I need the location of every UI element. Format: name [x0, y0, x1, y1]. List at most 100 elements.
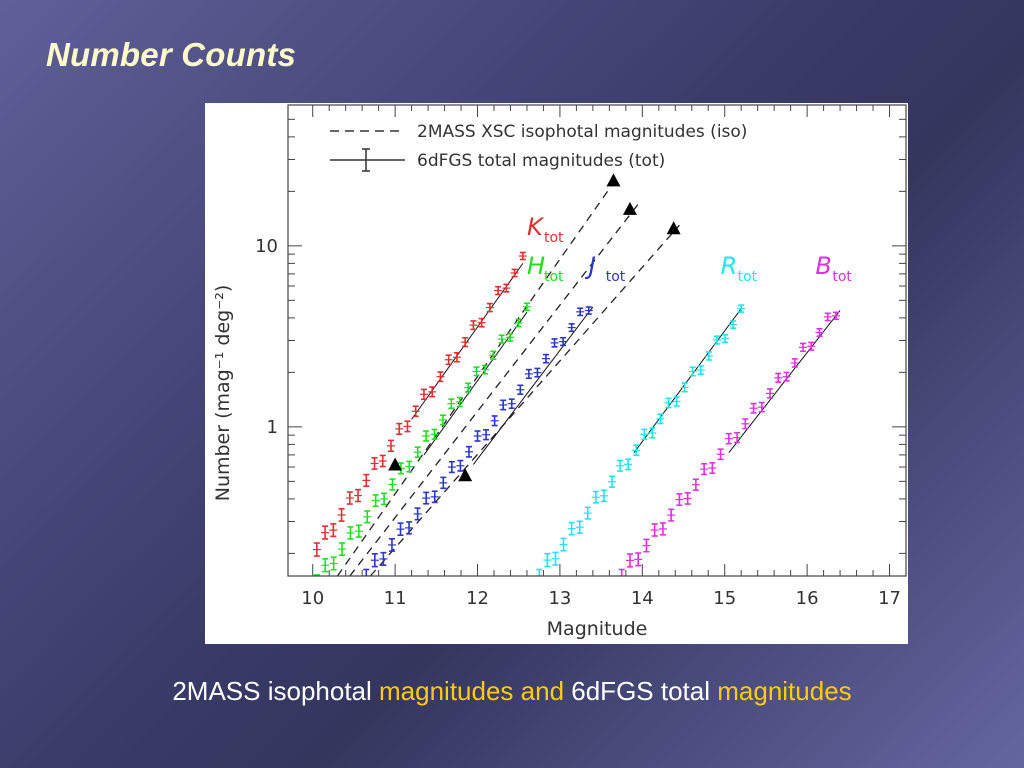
data-point-B — [700, 462, 709, 476]
data-point-J — [482, 429, 491, 441]
data-point-H — [405, 460, 414, 473]
data-point-J — [430, 490, 439, 504]
data-point-J — [576, 307, 585, 317]
iso-line-J — [369, 224, 680, 576]
data-point-J — [387, 537, 396, 552]
data-point-B — [675, 493, 684, 507]
data-point-H — [354, 524, 363, 538]
data-point-J — [567, 323, 576, 333]
legend-label-tot: 6dFGS total magnitudes (tot) — [417, 151, 665, 171]
y-axis-label: Number (mag⁻¹ deg⁻²) — [212, 285, 234, 502]
data-point-J — [559, 336, 568, 347]
data-point-B — [625, 553, 634, 568]
iso-lines — [336, 176, 680, 576]
data-point-H — [329, 556, 338, 571]
data-point-J — [516, 384, 525, 395]
axis-ticks — [288, 104, 906, 576]
data-point-R — [607, 475, 616, 488]
data-point-J — [456, 459, 465, 472]
data-point-R — [575, 520, 584, 534]
iso-line-H — [349, 203, 639, 576]
data-point-K — [518, 251, 527, 261]
data-point-R — [567, 521, 576, 536]
data-point-J — [541, 353, 550, 364]
x-tick-label: 17 — [878, 588, 901, 609]
data-point-H — [363, 510, 372, 524]
data-point-H — [464, 382, 473, 393]
band-label-sub-H: tot — [544, 269, 564, 285]
y-tick-label: 10 — [255, 236, 278, 257]
data-point-R — [712, 335, 721, 345]
y-tick-label: 1 — [267, 417, 278, 438]
data-point-R — [583, 506, 592, 520]
data-point-K — [502, 283, 511, 293]
data-point-J — [396, 522, 405, 537]
data-point-J — [473, 430, 482, 442]
band-label-R: R — [721, 252, 738, 280]
data-point-R — [640, 428, 649, 441]
data-point-R — [599, 489, 608, 503]
iso-line-K — [336, 176, 619, 576]
data-point-K — [387, 439, 395, 453]
data-point-J — [464, 445, 473, 458]
data-point-J — [499, 399, 508, 411]
band-label-H: H — [527, 252, 545, 280]
data-point-R — [737, 304, 746, 313]
data-point-K — [485, 302, 494, 313]
band-label-sub-J: tot — [606, 269, 626, 285]
band-label-sub-R: tot — [738, 269, 758, 285]
caption-part-1: 2MASS isophotal — [172, 676, 380, 706]
data-point-B — [749, 402, 758, 414]
data-point-B — [667, 508, 676, 522]
data-point-H — [514, 318, 523, 328]
data-point-K — [461, 336, 470, 348]
data-point-H — [438, 414, 447, 426]
data-point-J — [379, 551, 388, 566]
data-point-H — [380, 492, 389, 506]
data-point-K — [428, 386, 437, 398]
triangle-marker-K — [388, 457, 403, 471]
legend-label-iso: 2MASS XSC isophotal magnitudes (iso) — [417, 122, 747, 142]
band-label-K: K — [527, 213, 545, 241]
data-point-H — [413, 446, 422, 459]
data-point-J — [584, 306, 593, 315]
x-tick-label: 15 — [713, 588, 736, 609]
band-label-sub-B: tot — [832, 269, 852, 285]
data-point-K — [477, 317, 486, 328]
data-point-H — [472, 366, 481, 377]
data-point-R — [648, 427, 657, 439]
data-point-H — [321, 558, 330, 573]
band-label-J: J — [585, 252, 596, 280]
x-tick-label: 12 — [466, 588, 489, 609]
data-point-J — [533, 367, 542, 378]
data-point-B — [774, 372, 783, 383]
data-point-B — [799, 342, 807, 353]
data-point-R — [632, 444, 641, 457]
data-point-B — [815, 327, 824, 338]
data-point-H — [522, 302, 531, 312]
tot-fit-J — [473, 306, 594, 465]
data-point-R — [535, 568, 544, 576]
data-point-K — [510, 268, 519, 278]
data-point-H — [497, 334, 506, 344]
data-point-B — [733, 431, 742, 444]
x-axis-label: Magnitude — [547, 618, 648, 640]
legend: 2MASS XSC isophotal magnitudes (iso) 6dF… — [330, 122, 747, 172]
data-point-B — [708, 461, 717, 475]
slide-caption: 2MASS isophotal magnitudes and 6dFGS tot… — [0, 676, 1024, 707]
data-point-K — [395, 422, 404, 435]
data-point-K — [469, 320, 478, 331]
data-point-J — [405, 521, 414, 535]
data-point-R — [672, 396, 681, 407]
data-point-R — [696, 365, 705, 375]
data-point-K — [403, 420, 412, 433]
data-point-B — [634, 552, 643, 567]
data-point-H — [371, 494, 380, 508]
plot-frame — [287, 104, 907, 577]
data-point-H — [455, 396, 464, 408]
data-point-K — [345, 491, 354, 505]
data-point-R — [688, 366, 697, 377]
